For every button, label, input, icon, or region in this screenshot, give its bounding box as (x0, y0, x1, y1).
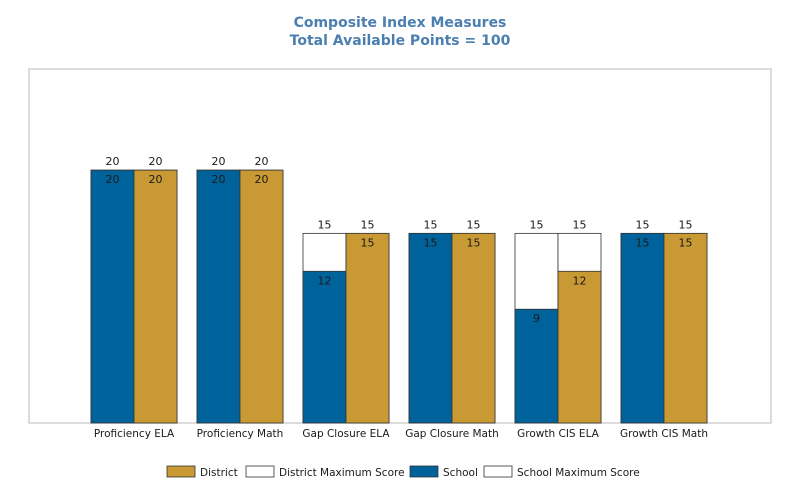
district-bar (663, 232, 708, 424)
school-bar (620, 232, 665, 424)
district-maximum-label: 15 (467, 218, 481, 231)
legend-swatch (409, 465, 439, 478)
district-bar (345, 232, 390, 424)
category-label: Gap Closure Math (405, 428, 499, 440)
district-bar (239, 169, 284, 424)
legend-swatch (483, 465, 513, 478)
chart-title-block: Composite Index Measures Total Available… (0, 14, 800, 50)
legend-label: District (200, 467, 238, 479)
school-maximum-label: 15 (636, 218, 650, 231)
district-value-label: 20 (149, 173, 163, 186)
district-maximum-label: 15 (679, 218, 693, 231)
district-maximum-label: 15 (573, 218, 587, 231)
chart-subtitle: Total Available Points = 100 (289, 33, 511, 49)
school-maximum-label: 20 (212, 155, 226, 168)
category-label: Proficiency ELA (94, 428, 175, 440)
chart-title: Composite Index Measures (293, 15, 507, 31)
legend-label: School (443, 467, 478, 479)
district-bar (557, 270, 602, 424)
school-bar (302, 270, 347, 424)
district-value-label: 15 (679, 236, 693, 249)
district-bar (451, 232, 496, 424)
school-maximum-label: 15 (424, 218, 438, 231)
school-value-label: 12 (318, 274, 332, 287)
legend-swatch (245, 465, 275, 478)
legend-label: School Maximum Score (517, 467, 640, 479)
school-value-label: 15 (636, 236, 650, 249)
school-bar (408, 232, 453, 424)
district-maximum-label: 15 (361, 218, 375, 231)
category-label: Gap Closure ELA (302, 428, 390, 440)
district-bar (133, 169, 178, 424)
district-value-label: 15 (467, 236, 481, 249)
legend-swatch (166, 465, 196, 478)
district-value-label: 20 (255, 173, 269, 186)
school-maximum-label: 20 (106, 155, 120, 168)
district-value-label: 15 (361, 236, 375, 249)
district-maximum-label: 20 (255, 155, 269, 168)
category-label: Growth CIS Math (620, 428, 708, 440)
school-value-label: 9 (533, 312, 540, 325)
school-bar (90, 169, 135, 424)
school-value-label: 20 (106, 173, 120, 186)
school-bar (514, 308, 559, 424)
category-label: Proficiency Math (197, 428, 284, 440)
school-value-label: 20 (212, 173, 226, 186)
school-maximum-label: 15 (318, 218, 332, 231)
district-value-label: 12 (573, 274, 587, 287)
school-bar (196, 169, 241, 424)
district-maximum-label: 20 (149, 155, 163, 168)
category-label: Growth CIS ELA (517, 428, 599, 440)
legend-label: District Maximum Score (279, 467, 405, 479)
school-value-label: 15 (424, 236, 438, 249)
school-maximum-label: 15 (530, 218, 544, 231)
